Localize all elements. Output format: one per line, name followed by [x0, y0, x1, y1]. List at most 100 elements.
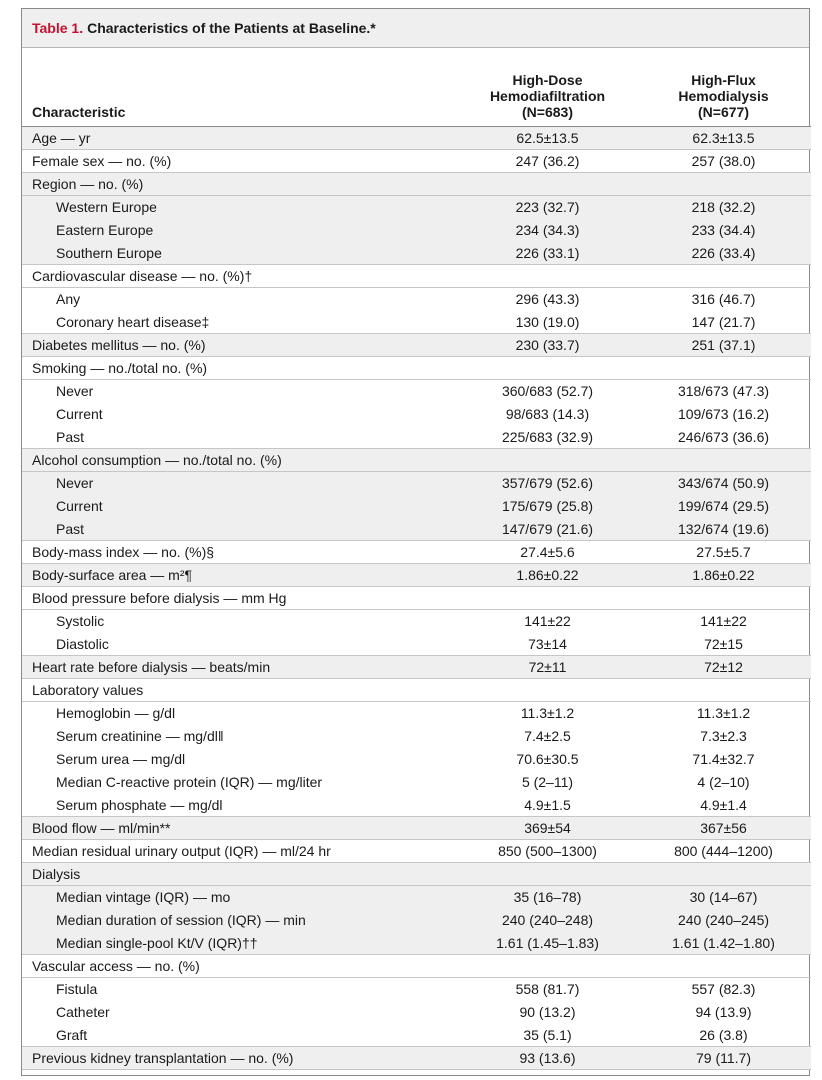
table-row: Systolic 141±22 141±22	[22, 610, 811, 633]
table-row: Never 357/679 (52.6) 343/674 (50.9)	[22, 471, 811, 495]
value-hemodialysis: 30 (14–67)	[636, 885, 811, 909]
table-row: Catheter 90 (13.2) 94 (13.9)	[22, 1001, 811, 1024]
value-hemodialysis: 27.5±5.7	[636, 540, 811, 564]
value-hemodialysis: 4.9±1.4	[636, 793, 811, 817]
value-hemodiafiltration: 35 (16–78)	[459, 885, 636, 909]
value-hemodiafiltration: 1.61 (1.45–1.83)	[459, 931, 636, 955]
value-hemodiafiltration	[459, 678, 636, 702]
row-label: Current	[56, 406, 103, 422]
row-label: Systolic	[56, 613, 105, 630]
table-row: Female sex — no. (%) 247 (36.2) 257 (38.0)	[22, 149, 811, 173]
row-label: Laboratory values	[22, 678, 459, 702]
value-hemodialysis: 318/673 (47.3)	[677, 383, 770, 400]
value-hemodiafiltration: 230 (33.7)	[459, 333, 636, 357]
row-label: Vascular access — no. (%)	[22, 954, 459, 978]
row-label: Blood pressure before dialysis — mm Hg	[22, 586, 459, 610]
value-hemodiafiltration	[459, 356, 636, 380]
table-row: Laboratory values	[22, 678, 811, 702]
table-row: Southern Europe 226 (33.1) 226 (33.4)	[22, 241, 811, 265]
table-row: Blood flow — ml/min** 369±54 367±56	[22, 816, 811, 840]
row-label: Past	[22, 517, 459, 541]
table-title: Table 1. Characteristics of the Patients…	[22, 9, 809, 48]
table-row: Past 225/683 (32.9) 246/673 (36.6)	[22, 425, 811, 449]
table-row: Cardiovascular disease — no. (%)†	[22, 264, 811, 288]
table-row: Smoking — no./total no. (%)	[22, 356, 811, 380]
row-label: Never	[56, 383, 94, 400]
table-row: Graft 35 (5.1) 26 (3.8)	[22, 1023, 811, 1047]
value-hemodialysis: 141±22	[700, 613, 747, 630]
value-hemodiafiltration	[459, 954, 636, 978]
value-hemodiafiltration: 141±22	[524, 613, 571, 630]
value-hemodialysis: 316 (46.7)	[691, 291, 756, 308]
value-hemodialysis: 226 (33.4)	[636, 241, 811, 265]
value-hemodialysis: 71.4±32.7	[692, 751, 755, 767]
value-hemodialysis	[636, 448, 811, 472]
row-label: Median duration of session (IQR) — min	[22, 908, 459, 932]
value-hemodialysis: 251 (37.1)	[636, 333, 811, 357]
row-label: Current	[22, 494, 459, 518]
row-label: Body-mass index — no. (%)§	[22, 540, 459, 564]
table-row: Median duration of session (IQR) — min 24…	[22, 908, 811, 932]
value-hemodialysis: 343/674 (50.9)	[636, 471, 811, 495]
header-col2-line: (N=677)	[698, 104, 749, 120]
value-hemodialysis	[636, 678, 811, 702]
value-hemodiafiltration: 850 (500–1300)	[459, 839, 636, 863]
table-row: Past 147/679 (21.6) 132/674 (19.6)	[22, 517, 811, 541]
table-row: Median vintage (IQR) — mo 35 (16–78) 30 (1…	[22, 885, 811, 909]
value-hemodiafiltration	[459, 264, 636, 288]
row-label: Western Europe	[22, 195, 459, 219]
row-label: Dialysis	[22, 862, 459, 886]
value-hemodialysis: 246/673 (36.6)	[636, 425, 811, 449]
value-hemodiafiltration: 7.4±2.5	[524, 728, 571, 744]
row-label: Southern Europe	[22, 241, 459, 265]
table-row: Current 175/679 (25.8) 199/674 (29.5)	[22, 494, 811, 518]
value-hemodialysis: 800 (444–1200)	[636, 839, 811, 863]
row-label: Blood flow — ml/min**	[22, 816, 459, 840]
value-hemodiafiltration: 70.6±30.5	[516, 751, 579, 767]
table-frame: Table 1. Characteristics of the Patients…	[21, 8, 811, 1076]
value-hemodialysis: 147 (21.7)	[636, 310, 811, 334]
row-label: Median residual urinary output (IQR) — m…	[22, 839, 459, 863]
row-label: Fistula	[56, 981, 98, 998]
value-hemodialysis: 7.3±2.3	[700, 728, 747, 744]
row-label: Previous kidney transplantation — no. (%…	[22, 1046, 459, 1070]
value-hemodialysis: 94 (13.9)	[695, 1004, 752, 1020]
row-label: Serum urea — mg/dl	[56, 751, 186, 767]
value-hemodialysis	[636, 264, 811, 288]
value-hemodiafiltration: 27.4±5.6	[459, 540, 636, 564]
value-hemodialysis: 132/674 (19.6)	[636, 517, 811, 541]
table-caption: Characteristics of the Patients at Basel…	[87, 20, 376, 36]
value-hemodiafiltration: 357/679 (52.6)	[459, 471, 636, 495]
header-col1-line: Hemodiafiltration	[489, 88, 606, 104]
row-label: Serum creatinine — mg/dl‖	[56, 728, 224, 744]
value-hemodiafiltration: 73±14	[459, 632, 636, 656]
value-hemodiafiltration: 296 (43.3)	[515, 291, 580, 308]
row-label: Median vintage (IQR) — mo	[22, 885, 459, 909]
row-label: Diastolic	[22, 632, 459, 656]
value-hemodiafiltration: 35 (5.1)	[459, 1023, 636, 1047]
row-label: Past	[22, 425, 459, 449]
value-hemodiafiltration: 147/679 (21.6)	[459, 517, 636, 541]
table-row: Hemoglobin — g/dl 11.3±1.2 11.3±1.2	[22, 702, 811, 725]
table-row: Diabetes mellitus — no. (%) 230 (33.7) 251…	[22, 333, 811, 357]
row-label: Coronary heart disease‡	[22, 310, 459, 334]
row-label: Catheter	[56, 1004, 110, 1020]
header-col1-line: (N=683)	[522, 104, 573, 120]
table-row: Serum creatinine — mg/dl‖ 7.4±2.5 7.3±2.3	[22, 725, 811, 748]
row-label: Heart rate before dialysis — beats/min	[22, 655, 459, 679]
characteristics-table: Characteristic High-Dose Hemodiafiltrati…	[22, 48, 811, 1070]
value-hemodialysis: 26 (3.8)	[636, 1023, 811, 1047]
header-hemodialysis: High-Flux Hemodialysis (N=677)	[636, 48, 811, 127]
value-hemodialysis: 257 (38.0)	[636, 149, 811, 173]
value-hemodiafiltration	[459, 448, 636, 472]
value-hemodiafiltration: 98/683 (14.3)	[505, 406, 590, 422]
value-hemodialysis	[636, 172, 811, 196]
table-row: Alcohol consumption — no./total no. (%)	[22, 448, 811, 472]
row-label: Never	[22, 471, 459, 495]
value-hemodialysis: 233 (34.4)	[636, 218, 811, 242]
table-row: Current 98/683 (14.3) 109/673 (16.2)	[22, 403, 811, 426]
value-hemodiafiltration	[459, 172, 636, 196]
value-hemodialysis: 62.3±13.5	[636, 126, 811, 150]
row-label: Body-surface area — m²¶	[22, 563, 459, 587]
table-row: Coronary heart disease‡ 130 (19.0) 147 (21…	[22, 310, 811, 334]
